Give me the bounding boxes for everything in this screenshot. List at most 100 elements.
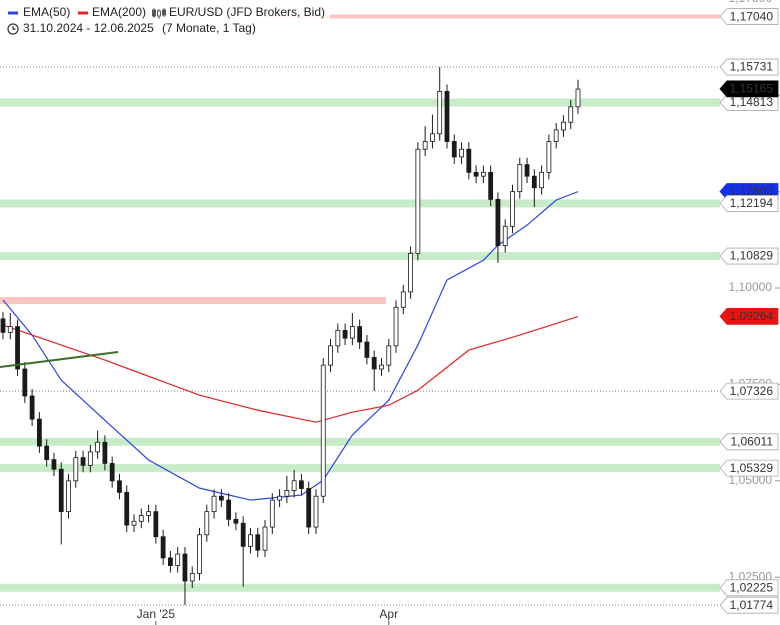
candle-body: [248, 534, 253, 547]
price-box: [719, 58, 779, 76]
date-range: 31.10.2024 - 12.06.2025: [23, 21, 154, 35]
candle-body: [306, 488, 312, 528]
price-box: [719, 433, 779, 451]
candle-body: [480, 171, 486, 177]
candle-body: [204, 511, 210, 536]
candle-body: [430, 133, 435, 142]
candle-body: [226, 499, 232, 520]
candle-body: [211, 495, 217, 513]
candle-body: [364, 341, 370, 358]
candle-body: [175, 553, 181, 567]
candle-body: [124, 491, 130, 526]
candle-body: [495, 198, 501, 247]
price-label: 1,09264: [730, 309, 774, 323]
candle-icon: [152, 8, 166, 19]
price-box: [719, 459, 779, 477]
candle-body: [444, 90, 450, 142]
candle-body: [189, 572, 195, 582]
support-zone: [0, 199, 720, 208]
price-box: [719, 8, 779, 25]
candle-body: [168, 557, 173, 567]
candle-body: [102, 441, 108, 464]
resistance-band: [263, 14, 720, 19]
support-zone: [0, 583, 720, 592]
price-box: [719, 579, 779, 597]
candle-body: [146, 511, 151, 516]
candle-body: [131, 520, 137, 526]
candle-body: [7, 326, 13, 333]
candle-body: [269, 499, 275, 528]
candle-body: [15, 326, 20, 370]
candle-body: [517, 164, 523, 193]
price-label: 1,15731: [730, 60, 774, 74]
candle-body: [437, 90, 443, 135]
candle-body: [291, 480, 297, 491]
candle-body: [531, 175, 537, 189]
price-label: 1,17040: [730, 9, 774, 23]
candle-body: [546, 141, 552, 173]
candle-body: [109, 463, 115, 482]
candle-body: [342, 330, 348, 339]
x-tick-label: Apr: [379, 607, 398, 621]
period: (7 Monate, 1 Tag): [162, 21, 256, 35]
price-box: [719, 195, 779, 212]
candle-body: [240, 522, 246, 547]
candle-body: [22, 368, 28, 397]
price-label: 1,02225: [730, 580, 774, 594]
price-box: [719, 247, 779, 265]
candle-body: [233, 518, 239, 524]
price-label: 1,12194: [730, 196, 774, 210]
instrument: EUR/USD (JFD Brokers, Bid): [169, 5, 325, 19]
candle-body: [357, 326, 363, 343]
resistance-zone: [0, 297, 386, 304]
candle-body: [313, 495, 319, 528]
clock-hands: [12, 26, 16, 30]
candle-body: [138, 515, 144, 522]
indicator-lines: [2, 191, 579, 501]
price-label: 1,06011: [731, 434, 774, 448]
candle-body: [36, 418, 42, 447]
ema-line: [2, 315, 579, 423]
price-label: 1,07326: [730, 384, 774, 398]
candle-body: [182, 553, 188, 582]
candle-body: [284, 490, 290, 497]
candle-body: [371, 357, 377, 370]
price-box: [719, 596, 779, 614]
zones: [0, 14, 720, 606]
candle-body: [218, 495, 224, 501]
candle-body: [400, 291, 406, 308]
price-label: 1,12503: [730, 184, 774, 198]
candle-body: [58, 468, 64, 513]
candle-body: [51, 459, 57, 470]
header-bg: [0, 0, 330, 38]
candle-body: [561, 121, 566, 131]
price-box: [719, 307, 779, 325]
price-box: [719, 382, 779, 400]
price-label: 1,14813: [730, 95, 774, 109]
candle-body: [415, 148, 421, 254]
candle-body: [568, 106, 574, 123]
candle-body: [262, 526, 268, 551]
candle-body: [553, 129, 559, 142]
candle-body: [320, 364, 326, 497]
candle-body: [349, 326, 355, 339]
support-zone: [0, 98, 720, 107]
candles: [0, 67, 581, 605]
candle-body: [277, 495, 282, 501]
candle-body: [473, 171, 479, 177]
support-zone: [0, 437, 720, 446]
support-zone: [0, 252, 720, 261]
candle-body: [0, 318, 6, 333]
support-zone: [0, 464, 720, 473]
candle-body: [466, 148, 472, 173]
price-label: 1,05329: [730, 461, 774, 475]
candle-body: [408, 252, 413, 293]
ema-line: [2, 191, 579, 501]
candle-body: [451, 141, 457, 158]
candle-body: [393, 306, 399, 347]
candle-body: [44, 445, 50, 460]
candle-body: [422, 141, 428, 150]
candle-body: [95, 441, 101, 453]
candle-body: [160, 536, 166, 559]
